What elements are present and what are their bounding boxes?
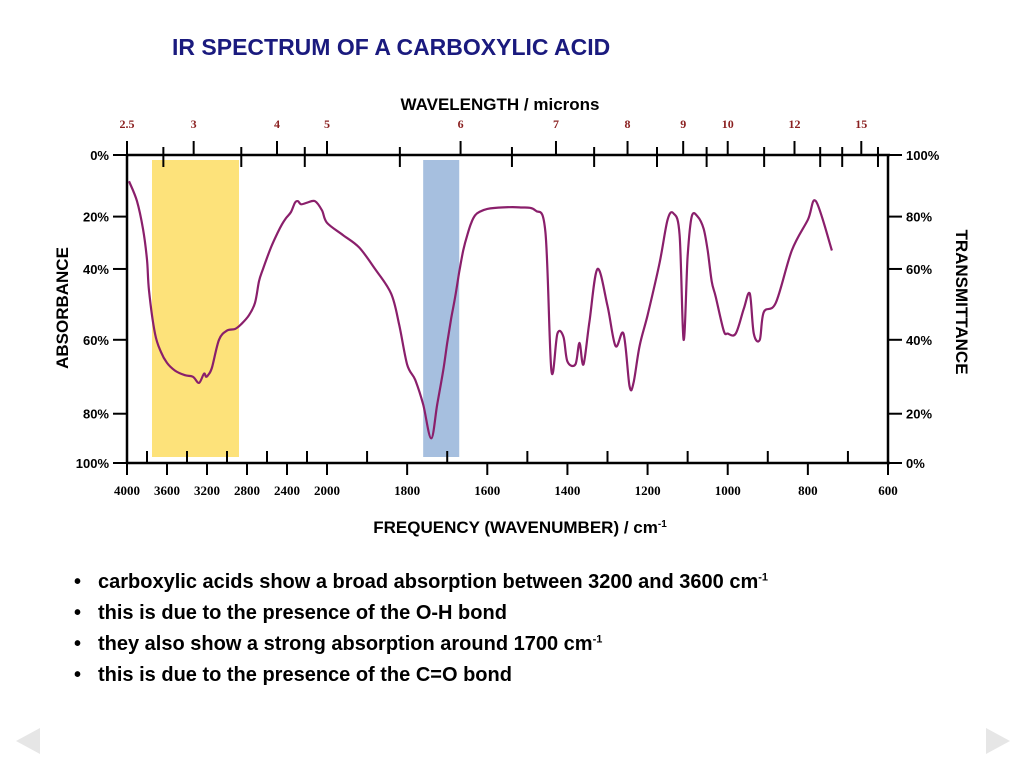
right-tick-label: 0% bbox=[906, 456, 925, 471]
highlight-band bbox=[152, 160, 239, 457]
x-axis-label-text: FREQUENCY (WAVENUMBER) / cm bbox=[373, 518, 658, 537]
x-tick-label: 800 bbox=[798, 483, 818, 498]
bottom-axis-ticks: 4000 3600 3200 2800 2400 2000 1800 1600 1400 1200… bbox=[114, 451, 898, 498]
left-tick-label: 20% bbox=[83, 210, 109, 225]
series-group bbox=[127, 180, 833, 440]
bullet-item: • carboxylic acids show a broad absorptio… bbox=[74, 571, 769, 593]
bullet-text: carboxylic acids show a broad absorption… bbox=[98, 571, 759, 593]
x-tick-label: 3200 bbox=[194, 483, 220, 498]
bullet-superscript: -1 bbox=[592, 633, 603, 646]
left-tick-label: 100% bbox=[76, 456, 110, 471]
triangle-left-icon bbox=[16, 728, 40, 754]
right-tick-label: 40% bbox=[906, 333, 932, 348]
right-tick-label: 100% bbox=[906, 148, 940, 163]
highlight-bands bbox=[152, 160, 460, 457]
top-tick-label: 15 bbox=[855, 117, 867, 131]
top-tick-label: 3 bbox=[191, 117, 197, 131]
plot-frame bbox=[125, 153, 890, 465]
x-tick-label: 4000 bbox=[114, 483, 140, 498]
x-tick-label: 2800 bbox=[234, 483, 260, 498]
right-axis-label: TRANSMITTANCE bbox=[952, 229, 971, 374]
top-axis-label: WAVELENGTH / microns bbox=[401, 95, 600, 114]
left-axis-label: ABSORBANCE bbox=[53, 247, 72, 369]
top-tick-label: 10 bbox=[722, 117, 734, 131]
triangle-right-icon bbox=[986, 728, 1010, 754]
right-tick-label: 20% bbox=[906, 407, 932, 422]
x-tick-label: 600 bbox=[878, 483, 898, 498]
bullet-superscript: -1 bbox=[758, 571, 769, 584]
x-axis-label-superscript: -1 bbox=[658, 519, 667, 530]
bullet-text: this is due to the presence of the O-H b… bbox=[98, 602, 507, 624]
left-axis-ticks: 0% 20% 40% 60% 80% 100% bbox=[76, 148, 127, 471]
x-tick-label: 1600 bbox=[474, 483, 500, 498]
x-axis-label: FREQUENCY (WAVENUMBER) / cm-1 bbox=[373, 518, 667, 537]
x-tick-label: 2000 bbox=[314, 483, 340, 498]
right-tick-label: 80% bbox=[906, 210, 932, 225]
left-tick-label: 80% bbox=[83, 407, 109, 422]
x-tick-label: 1200 bbox=[635, 483, 661, 498]
left-tick-label: 60% bbox=[83, 333, 109, 348]
x-tick-label: 2400 bbox=[274, 483, 300, 498]
bullet-text: they also show a strong absorption aroun… bbox=[98, 633, 593, 655]
left-tick-label: 40% bbox=[83, 262, 109, 277]
bullet-text: this is due to the presence of the C=O b… bbox=[98, 664, 512, 686]
ir-spectrum-chart: 2.5 3 4 5 6 7 8 9 10 12 15 4000 3600 3200 2800 2400 200… bbox=[53, 95, 971, 537]
slide-title: IR SPECTRUM OF A CARBOXYLIC ACID bbox=[172, 34, 611, 60]
bullet-list: • carboxylic acids show a broad absorptio… bbox=[72, 567, 768, 691]
bullet-item: • this is due to the presence of the O-H … bbox=[74, 602, 507, 624]
right-tick-label: 60% bbox=[906, 262, 932, 277]
bullet-item: • they also show a strong absorption arou… bbox=[74, 633, 603, 655]
x-tick-label: 1400 bbox=[554, 483, 580, 498]
top-tick-label: 6 bbox=[458, 117, 464, 131]
right-axis-ticks: 100% 80% 60% 40% 20% 0% bbox=[888, 148, 940, 471]
x-tick-label: 1800 bbox=[394, 483, 420, 498]
top-tick-label: 8 bbox=[625, 117, 631, 131]
left-tick-label: 0% bbox=[90, 148, 109, 163]
bullet-item: • this is due to the presence of the C=O … bbox=[74, 664, 512, 686]
x-tick-label: 3600 bbox=[154, 483, 180, 498]
top-tick-label: 5 bbox=[324, 117, 330, 131]
top-tick-label: 7 bbox=[553, 117, 559, 131]
top-axis-ticks: 2.5 3 4 5 6 7 8 9 10 12 15 bbox=[120, 117, 879, 167]
next-slide-button[interactable] bbox=[982, 726, 1012, 756]
top-tick-label: 2.5 bbox=[120, 117, 135, 131]
spectrum-line bbox=[127, 180, 833, 440]
top-tick-label: 12 bbox=[789, 117, 801, 131]
x-tick-label: 1000 bbox=[715, 483, 741, 498]
top-tick-label: 4 bbox=[274, 117, 280, 131]
top-tick-label: 9 bbox=[680, 117, 686, 131]
previous-slide-button[interactable] bbox=[14, 726, 44, 756]
